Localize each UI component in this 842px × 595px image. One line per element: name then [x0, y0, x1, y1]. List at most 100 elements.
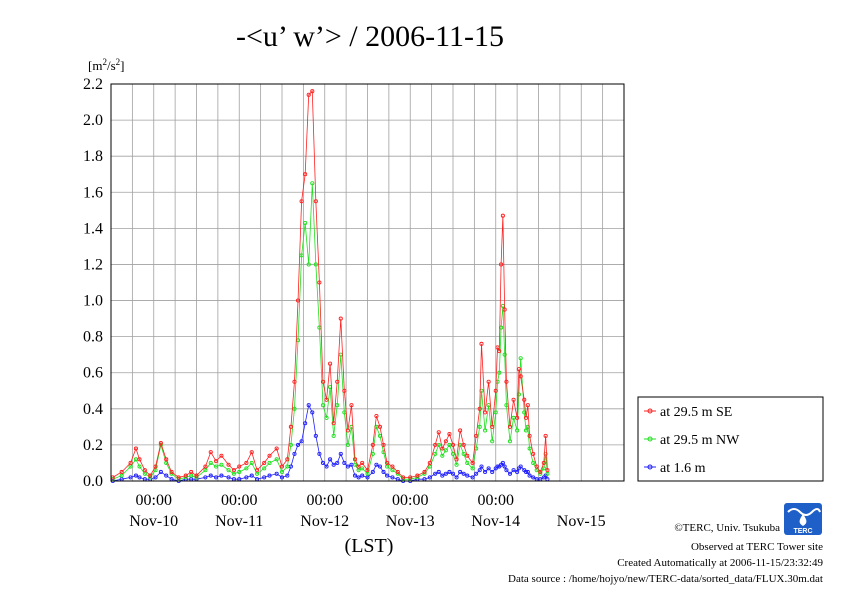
data-point	[208, 450, 213, 455]
data-point	[331, 433, 336, 438]
data-point	[153, 475, 158, 480]
legend: at 29.5 m SE at 29.5 m NW at 1.6 m	[637, 396, 824, 482]
data-point	[377, 464, 383, 469]
data-point	[516, 392, 521, 397]
data-point	[450, 451, 456, 456]
data-point	[249, 460, 254, 466]
data-point	[450, 471, 456, 476]
data-point	[214, 475, 219, 480]
y-tick-label: 1.4	[83, 220, 103, 237]
data-point	[317, 280, 322, 285]
data-point	[279, 469, 285, 475]
data-point	[169, 469, 174, 475]
logo-text: TERC	[793, 528, 812, 535]
x-tick-time-label: 00:00	[478, 492, 514, 509]
data-point	[454, 462, 459, 467]
data-point	[219, 453, 224, 458]
data-point	[486, 466, 491, 471]
x-tick-time-label: 00:00	[136, 492, 172, 509]
data-point	[490, 424, 495, 429]
data-point	[313, 433, 318, 438]
data-point	[511, 397, 516, 402]
data-point	[370, 442, 375, 447]
data-point	[527, 446, 532, 451]
data-point	[454, 457, 459, 462]
data-point	[274, 457, 279, 462]
data-point	[483, 428, 488, 433]
data-point	[443, 448, 448, 453]
data-point	[360, 460, 365, 466]
data-point	[219, 473, 224, 478]
data-point	[477, 424, 482, 429]
data-point	[545, 468, 550, 473]
data-point	[262, 460, 267, 466]
data-point	[538, 469, 543, 475]
created-text: Created Automatically at 2006-11-15/23:3…	[617, 557, 823, 569]
data-point	[345, 464, 350, 469]
y-tick-label: 1.6	[83, 184, 103, 201]
data-point	[352, 473, 358, 478]
data-point	[306, 403, 311, 408]
x-tick-time-label: 00:00	[221, 492, 257, 509]
data-point	[500, 213, 505, 218]
data-point	[525, 469, 530, 475]
data-point	[490, 439, 495, 444]
y-tick-label: 2.2	[83, 76, 103, 93]
legend-item: at 1.6 m	[644, 461, 706, 476]
y-tick-label: 0.6	[83, 365, 103, 382]
data-point	[465, 453, 470, 458]
data-point	[461, 451, 466, 456]
data-point	[385, 460, 390, 466]
data-point	[324, 397, 329, 402]
data-point	[285, 464, 290, 469]
series-1	[110, 89, 550, 480]
data-point	[279, 464, 285, 469]
data-point	[390, 464, 395, 469]
data-point	[317, 451, 322, 456]
legend-item: at 29.5 m SE	[644, 405, 732, 420]
data-point	[511, 468, 516, 473]
data-point	[158, 469, 163, 475]
data-point	[500, 460, 505, 466]
data-point	[458, 428, 463, 433]
data-point	[292, 406, 297, 411]
data-point	[541, 466, 546, 471]
data-point	[433, 471, 438, 476]
data-point	[137, 464, 142, 469]
data-point	[486, 379, 491, 384]
copyright-text: ©TERC, Univ. Tsukuba	[674, 522, 780, 534]
data-point	[219, 462, 224, 467]
data-point	[310, 89, 315, 94]
data-point	[534, 464, 539, 469]
data-point	[237, 464, 242, 469]
y-tick-label: 1.0	[83, 293, 103, 310]
data-point	[381, 469, 386, 475]
data-point	[502, 464, 507, 469]
data-point	[543, 451, 548, 456]
data-point	[352, 457, 358, 462]
data-point	[203, 475, 208, 480]
data-point	[274, 446, 279, 451]
data-point	[255, 468, 260, 473]
data-point	[427, 475, 432, 480]
data-point	[237, 469, 242, 475]
logo-drop-icon	[799, 514, 807, 526]
data-point	[244, 475, 249, 480]
data-point	[518, 464, 523, 469]
data-point	[483, 410, 488, 415]
data-point	[313, 199, 318, 204]
data-point	[440, 473, 445, 478]
data-point	[279, 475, 285, 480]
data-point	[303, 220, 308, 225]
series-2	[110, 181, 550, 482]
data-point	[477, 468, 482, 473]
y-axis-unit: [m2/s2]	[88, 57, 124, 73]
data-point	[133, 446, 138, 451]
data-point	[436, 430, 441, 435]
data-point	[208, 460, 213, 466]
legend-label: at 29.5 m SE	[660, 405, 732, 420]
data-point	[303, 172, 308, 177]
x-tick-date-label: Nov-11	[215, 513, 263, 530]
x-tick-date-label: Nov-10	[129, 513, 178, 530]
data-point	[458, 469, 463, 475]
